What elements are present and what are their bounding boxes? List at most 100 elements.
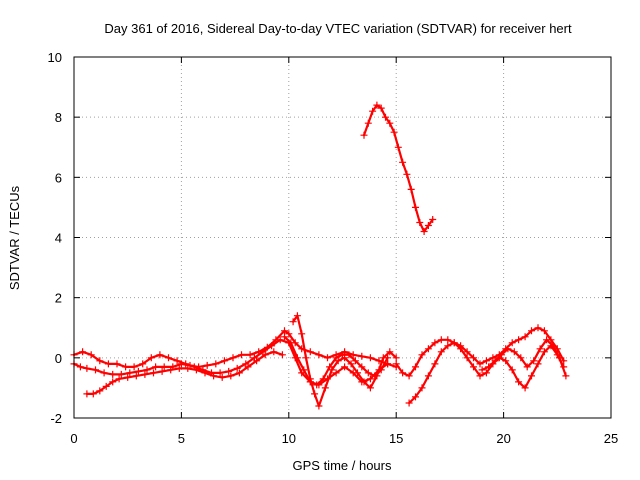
data-point (134, 367, 142, 375)
data-point (253, 357, 261, 365)
data-point (517, 354, 525, 362)
data-point (285, 330, 293, 338)
data-point (510, 348, 518, 356)
x-tick-label: 15 (389, 431, 403, 446)
series-track-d (289, 312, 400, 410)
data-point (476, 372, 484, 380)
data-point (482, 357, 490, 365)
data-point (332, 369, 340, 377)
data-point (315, 402, 323, 410)
data-point (143, 366, 151, 374)
data-point (201, 369, 209, 377)
data-point (412, 203, 419, 211)
data-point (351, 357, 359, 365)
y-tick-label: 2 (55, 291, 62, 306)
data-point (463, 348, 471, 356)
y-tick-label: -2 (50, 411, 62, 426)
data-point (235, 369, 243, 377)
y-tick-label: 6 (55, 170, 62, 185)
data-point (156, 351, 164, 359)
data-point (184, 364, 192, 372)
data-point (132, 372, 140, 380)
data-point (113, 360, 121, 368)
data-point (392, 354, 400, 362)
data-point (152, 363, 160, 371)
data-point (339, 351, 346, 359)
data-point (79, 348, 87, 356)
data-point (424, 222, 432, 229)
data-point (102, 382, 110, 390)
data-point (536, 345, 544, 353)
series-track-i (478, 336, 570, 380)
data-point (407, 185, 415, 193)
data-point (424, 372, 432, 380)
data-point (377, 366, 385, 374)
data-point (341, 363, 349, 371)
data-point (528, 327, 535, 335)
data-point (306, 378, 314, 386)
data-point (399, 369, 407, 377)
data-point (227, 372, 235, 380)
data-point (160, 363, 168, 371)
data-point (502, 357, 510, 365)
data-point (173, 357, 181, 365)
series-line (362, 104, 434, 233)
series-track-e (281, 333, 392, 389)
data-point (386, 119, 394, 127)
data-point (371, 372, 379, 380)
data-point (444, 342, 452, 350)
x-tick-label: 5 (178, 431, 185, 446)
data-point (470, 363, 477, 371)
data-point (278, 351, 286, 359)
data-point (261, 351, 269, 359)
data-point (431, 339, 439, 347)
y-tick-label: 4 (55, 231, 62, 246)
data-point (420, 228, 428, 235)
data-point (416, 219, 424, 226)
data-point (562, 372, 570, 380)
data-point (147, 354, 155, 362)
x-tick-label: 0 (70, 431, 77, 446)
data-point (182, 360, 190, 368)
data-point (212, 360, 220, 368)
data-point (130, 363, 138, 371)
data-point (384, 354, 392, 362)
data-point (210, 372, 218, 380)
data-point (268, 342, 276, 350)
data-point (302, 354, 310, 362)
data-point (203, 361, 211, 369)
data-point (403, 170, 411, 178)
data-point (345, 351, 353, 359)
data-point (360, 378, 368, 386)
data-point (528, 372, 535, 380)
data-point (122, 363, 130, 371)
data-point (100, 369, 108, 377)
data-point (126, 369, 134, 377)
data-point (543, 336, 551, 344)
data-point (298, 330, 306, 338)
data-point (220, 357, 228, 365)
data-point (276, 336, 284, 344)
data-point (504, 345, 512, 353)
data-point (366, 375, 374, 383)
series-line (481, 338, 567, 377)
y-tick-label: 0 (55, 351, 62, 366)
x-tick-label: 20 (496, 431, 510, 446)
data-point (281, 327, 288, 335)
data-point (311, 390, 319, 398)
data-point (444, 336, 452, 344)
x-tick-labels: 0 5 10 15 20 25 (70, 431, 618, 446)
data-point (167, 366, 175, 374)
chart-title: Day 361 of 2016, Sidereal Day-to-day VTE… (104, 21, 572, 36)
data-point (390, 128, 398, 136)
data-point (412, 393, 419, 401)
data-point (289, 318, 297, 326)
data-point (364, 369, 372, 377)
data-point (238, 351, 245, 359)
data-point (109, 378, 117, 386)
x-axis-label: GPS time / hours (293, 458, 392, 473)
data-point (347, 360, 355, 368)
data-point (418, 351, 426, 359)
series-track-a (70, 327, 400, 378)
data-point (534, 360, 542, 368)
